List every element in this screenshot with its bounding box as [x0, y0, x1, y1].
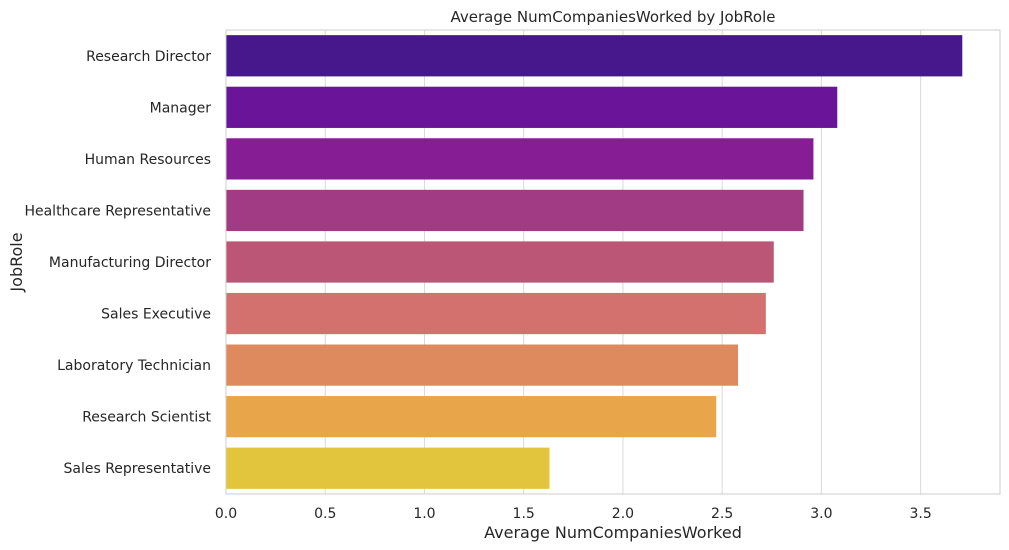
x-tick-label: 0.0	[215, 506, 237, 522]
bar	[226, 241, 774, 283]
bar	[226, 189, 804, 232]
bar	[226, 292, 766, 335]
x-tick-label: 2.0	[612, 506, 634, 522]
y-tick-label: Research Scientist	[82, 410, 211, 426]
x-tick-label: 3.5	[909, 506, 931, 522]
x-tick-label: 0.5	[314, 506, 336, 522]
y-tick-label: Manager	[150, 100, 212, 116]
y-tick-label: Manufacturing Director	[49, 255, 211, 271]
bar	[226, 447, 550, 489]
bar	[226, 35, 963, 77]
x-tick-label: 1.0	[413, 506, 435, 522]
y-tick-labels: Research Director Manager Human Resources H…	[24, 49, 211, 477]
y-tick-label: Human Resources	[85, 152, 211, 168]
y-tick-label: Healthcare Representative	[24, 203, 211, 219]
y-tick-label: Research Director	[86, 49, 211, 65]
y-axis-label: JobRole	[7, 232, 26, 292]
x-axis-label: Average NumCompaniesWorked	[484, 523, 742, 542]
x-tick-labels: 0.0 0.5 1.0 1.5 2.0 2.5 3.0 3.5	[215, 506, 932, 522]
bar	[226, 86, 838, 128]
x-tick-label: 2.5	[711, 506, 733, 522]
y-tick-label: Sales Executive	[101, 307, 211, 323]
bars	[226, 35, 963, 489]
y-tick-label: Sales Representative	[64, 461, 212, 477]
bar	[226, 138, 814, 180]
bar	[226, 396, 717, 438]
bar	[226, 344, 739, 386]
y-tick-label: Laboratory Technician	[57, 358, 211, 374]
plot-frame	[225, 29, 1001, 495]
x-tick-label: 3.0	[810, 506, 832, 522]
x-tick-label: 1.5	[513, 506, 535, 522]
chart-title: Average NumCompaniesWorked by JobRole	[451, 8, 776, 26]
